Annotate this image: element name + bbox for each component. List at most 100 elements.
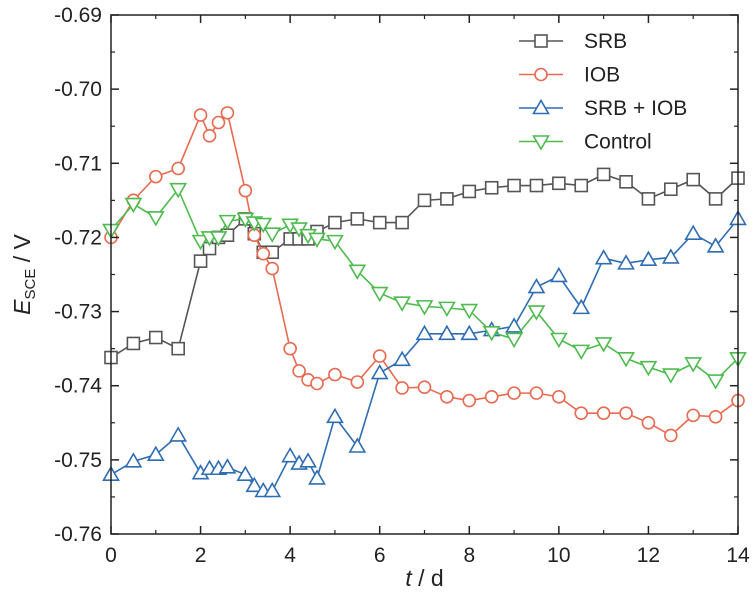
legend-item-iob: IOB — [519, 64, 620, 87]
data-point-iob — [529, 386, 544, 400]
y-tick-label: -0.72 — [54, 226, 102, 249]
data-point-srb — [440, 192, 454, 206]
data-point-srb-iob — [245, 476, 264, 493]
axis-ticks — [110, 14, 739, 535]
legend-item-control: Control — [519, 131, 652, 154]
legend-marker — [532, 98, 550, 115]
legend-item-srb-iob: SRB + IOB — [519, 97, 687, 120]
plot-frame — [110, 14, 739, 535]
legend-label: Control — [584, 131, 652, 154]
data-point-srb-iob — [169, 426, 188, 442]
data-point-control — [684, 357, 703, 373]
data-point-iob — [619, 406, 633, 420]
y-tick-label: -0.73 — [54, 301, 102, 324]
data-point-srb-iob — [124, 452, 143, 468]
x-tick-label: 8 — [463, 544, 475, 567]
data-point-srb — [596, 167, 611, 182]
data-point-iob — [283, 341, 297, 356]
data-point-iob — [395, 381, 409, 395]
data-point-iob — [708, 410, 723, 424]
y-axis-subscript: SCE — [22, 269, 39, 300]
data-point-control — [572, 344, 591, 360]
data-point-control — [415, 300, 434, 316]
data-point-iob — [641, 415, 656, 430]
series-iob — [104, 106, 745, 443]
data-point-iob — [171, 161, 185, 176]
data-point-control — [706, 374, 725, 390]
data-point-srb — [641, 192, 656, 206]
data-point-control — [617, 351, 635, 368]
data-point-iob — [440, 390, 454, 404]
x-tick-label: 12 — [637, 544, 660, 567]
data-point-srb-iob — [299, 452, 317, 468]
data-point-control — [549, 332, 568, 349]
data-point-srb-iob — [415, 324, 434, 341]
x-tick-label: 14 — [726, 544, 750, 567]
data-point-iob — [202, 129, 217, 143]
data-point-control — [527, 305, 546, 321]
data-point-srb-iob — [218, 458, 237, 474]
data-point-srb-iob — [438, 324, 456, 341]
data-point-control — [505, 332, 523, 349]
data-point-srb — [574, 178, 589, 193]
data-point-iob — [148, 169, 163, 184]
data-point-control — [218, 214, 237, 231]
data-point-srb-iob — [236, 465, 255, 481]
x-axis-label: t / d — [405, 565, 443, 591]
data-point-srb-iob — [326, 407, 344, 424]
data-point-iob — [417, 380, 432, 394]
data-point-iob — [664, 428, 678, 443]
data-point-srb — [507, 178, 521, 193]
x-tick-label: 4 — [284, 544, 296, 567]
data-point-control — [594, 337, 613, 353]
data-point-srb — [193, 254, 208, 268]
data-point-srb — [619, 175, 633, 189]
data-point-srb — [552, 176, 566, 191]
x-tick-label: 10 — [547, 544, 570, 567]
y-tick-label: -0.74 — [54, 375, 102, 398]
x-tick-label: 6 — [374, 544, 386, 567]
data-point-iob — [220, 106, 235, 120]
data-point-iob — [265, 261, 280, 276]
legend-label: IOB — [584, 64, 620, 87]
data-point-control — [460, 303, 479, 320]
data-point-control — [169, 182, 188, 199]
data-point-srb — [417, 193, 432, 208]
data-point-control — [370, 286, 389, 303]
data-point-iob — [686, 408, 701, 423]
data-point-srb-iob — [617, 254, 635, 270]
plot-marks — [102, 106, 747, 498]
data-point-iob — [310, 376, 324, 391]
data-point-iob — [596, 406, 611, 420]
legend: SRB IOB SRB + IOB Control — [519, 30, 687, 154]
data-point-control — [639, 360, 658, 377]
data-point-control — [661, 368, 680, 384]
y-axis-unit: / V — [9, 233, 35, 268]
data-point-control — [146, 211, 165, 227]
legend-item-srb: SRB — [519, 30, 627, 53]
data-point-control — [482, 326, 501, 342]
legend-marker — [534, 67, 548, 82]
data-point-srb-iob — [505, 317, 523, 333]
x-tick-label: 2 — [195, 544, 207, 567]
data-point-srb — [686, 172, 701, 187]
series-srb-iob — [102, 209, 747, 498]
y-tick-label: -0.75 — [54, 449, 102, 472]
y-tick-label: -0.69 — [54, 4, 102, 27]
x-axis-variable: t — [405, 565, 413, 591]
data-point-srb-iob — [308, 469, 326, 485]
series-line-control — [110, 187, 739, 382]
data-point-iob — [574, 406, 589, 420]
data-point-control — [326, 234, 344, 251]
data-point-srb — [484, 180, 499, 195]
data-point-srb-iob — [281, 447, 300, 463]
data-point-srb-iob — [684, 224, 703, 241]
data-point-iob — [328, 367, 342, 382]
data-point-iob — [484, 390, 499, 404]
legend-marker — [534, 34, 548, 48]
data-point-srb — [708, 192, 723, 206]
y-tick-label: -0.76 — [54, 523, 102, 546]
data-point-srb-iob — [146, 445, 165, 461]
data-point-iob — [256, 246, 271, 261]
